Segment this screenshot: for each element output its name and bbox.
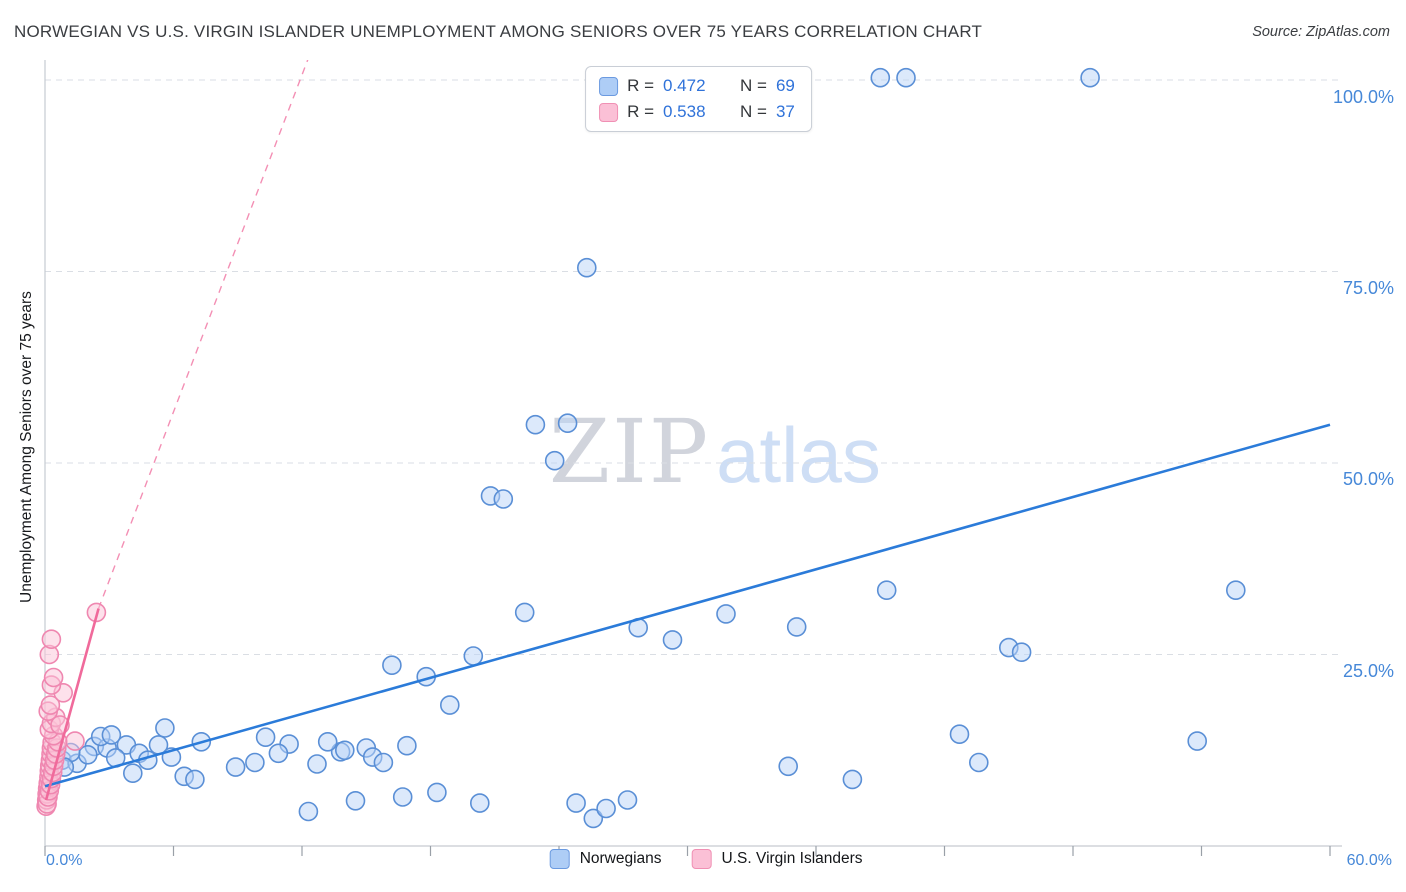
data-point: [949, 724, 970, 745]
data-point: [41, 629, 62, 650]
virgin-islanders-legend-label: U.S. Virgin Islanders: [721, 850, 863, 867]
data-point: [439, 695, 460, 715]
gridlines: [45, 79, 1342, 655]
data-point: [427, 782, 447, 803]
data-point: [1011, 642, 1032, 663]
page-title: NORWEGIAN VS U.S. VIRGIN ISLANDER UNEMPL…: [14, 22, 983, 41]
bottom-legend: Norwegians U.S. Virgin Islanders: [549, 849, 863, 869]
data-point: [469, 793, 490, 813]
data-point: [298, 801, 319, 822]
bottom-legend-item-virgin-islanders: U.S. Virgin Islanders: [691, 849, 863, 869]
n-label: N =: [740, 102, 767, 121]
data-point: [382, 655, 402, 676]
r-label: R =: [627, 76, 655, 95]
data-point: [583, 808, 604, 829]
data-point: [101, 725, 122, 745]
y-tick-label-100: 100.0%: [1332, 87, 1394, 107]
data-point: [493, 489, 514, 509]
n-value-virgin-islanders: 37: [775, 102, 795, 121]
data-point: [307, 754, 327, 774]
data-point: [317, 731, 338, 752]
n-value-norwegians: 69: [775, 76, 795, 95]
data-point: [617, 790, 638, 810]
y-tick-label-75: 75.0%: [1342, 278, 1394, 298]
data-point: [716, 604, 736, 624]
data-point: [525, 414, 546, 435]
source-label: Source: ZipAtlas.com: [1252, 24, 1390, 40]
data-point: [268, 743, 289, 764]
x-axis-min-label: 0.0%: [46, 852, 83, 869]
data-point: [842, 769, 863, 790]
data-point: [566, 793, 586, 813]
legend-row-norwegians: R = 0.472 N = 69: [599, 76, 795, 96]
norwegians-legend-label: Norwegians: [579, 850, 662, 867]
series-points-norwegians: [52, 67, 1246, 829]
r-value-virgin-islanders: 0.538: [663, 102, 706, 121]
legend-row-virgin-islanders: R = 0.538 N = 37: [599, 102, 795, 122]
r-value-norwegians: 0.472: [663, 76, 706, 95]
data-point: [786, 617, 807, 637]
data-point: [662, 630, 683, 650]
data-point: [778, 756, 799, 777]
data-point: [40, 695, 61, 715]
data-point: [1226, 580, 1246, 601]
data-point: [596, 798, 616, 819]
data-point: [896, 67, 916, 88]
correlation-legend-box: R = 0.472 N = 69 R = 0.538 N = 37: [585, 66, 812, 132]
data-point: [123, 763, 143, 784]
data-point: [1187, 731, 1207, 751]
data-point: [245, 752, 265, 773]
virgin-islanders-trend-dashed: [97, 60, 309, 609]
data-point: [876, 580, 897, 601]
data-point: [968, 752, 989, 773]
virgin-islanders-swatch-icon: [599, 102, 619, 122]
data-point: [78, 744, 98, 765]
data-point: [255, 727, 276, 748]
bottom-legend-item-norwegians: Norwegians: [549, 849, 662, 869]
n-label: N =: [740, 76, 767, 95]
data-point: [463, 646, 484, 666]
data-point: [392, 787, 413, 807]
data-point: [1080, 67, 1100, 88]
r-label: R =: [627, 102, 655, 121]
data-point: [544, 450, 565, 471]
data-point: [334, 740, 355, 761]
y-axis-label: Unemployment Among Seniors over 75 years: [18, 291, 35, 603]
y-tick-label-25: 25.0%: [1342, 661, 1394, 681]
data-point: [65, 731, 85, 751]
data-point: [185, 769, 205, 790]
virgin-islanders-legend-swatch-icon: [691, 849, 712, 869]
norwegians-legend-swatch-icon: [549, 849, 570, 869]
data-point: [225, 757, 246, 777]
data-point: [397, 735, 417, 756]
norwegians-swatch-icon: [599, 76, 619, 96]
data-point: [373, 752, 394, 773]
data-point: [514, 602, 535, 623]
axes-lines: [44, 60, 1342, 856]
data-point: [576, 257, 597, 278]
data-point: [557, 413, 578, 434]
y-tick-label-50: 50.0%: [1342, 469, 1394, 489]
norwegians-trend-line: [44, 423, 1331, 788]
data-point: [43, 667, 64, 688]
data-point: [870, 67, 891, 88]
virgin-islanders-trend-line: [44, 608, 100, 801]
x-axis-max-label: 60.0%: [1346, 852, 1392, 869]
data-point: [155, 718, 175, 738]
data-point: [345, 790, 366, 811]
